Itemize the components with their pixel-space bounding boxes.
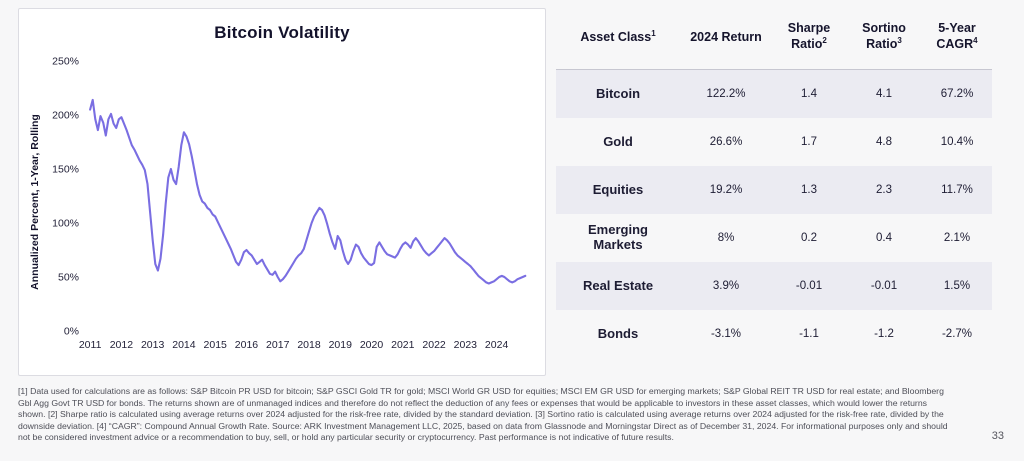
sharpe-value: 1.3 (801, 184, 817, 196)
column-header-label: 2024 Return (690, 29, 762, 44)
column-header-5-year-cagr: 5-Year CAGR4 (922, 21, 992, 53)
cagr-value: 67.2% (940, 88, 974, 100)
svg-text:0%: 0% (64, 326, 79, 338)
return-value: 8% (717, 232, 735, 244)
return-value: 19.2% (709, 184, 743, 196)
sharpe-value: 0.2 (801, 232, 817, 244)
footnote: [1] Data used for calculations are as fo… (18, 386, 948, 443)
svg-text:50%: 50% (58, 272, 79, 284)
sortino-value: 4.8 (876, 136, 892, 148)
footnote-ref: 3 (897, 36, 902, 46)
table-row-equities: Equities 19.2% 1.3 2.3 11.7% (556, 166, 992, 214)
svg-text:150%: 150% (52, 164, 79, 176)
y-axis-label-text: Annualized Percent, 1-Year, Rolling (29, 114, 41, 290)
table-row-gold: Gold 26.6% 1.7 4.8 10.4% (556, 118, 992, 166)
table-header-row: Asset Class1 2024 Return Sharpe Ratio2 S… (556, 14, 992, 70)
sortino-value: 0.4 (876, 232, 892, 244)
volatility-line-chart: 0% 50% 100% 150% 200% 250% 2011 2012 2013 2014 201… (52, 56, 527, 351)
sortino-value: 2.3 (876, 184, 892, 196)
sharpe-value: 1.4 (801, 88, 817, 100)
svg-text:2019: 2019 (329, 339, 353, 351)
table-row-bitcoin: Bitcoin 122.2% 1.4 4.1 67.2% (556, 70, 992, 118)
sharpe-value: 1.7 (801, 136, 817, 148)
return-value: 3.9% (712, 280, 740, 292)
asset-name: Equities (592, 181, 644, 197)
svg-text:200%: 200% (52, 110, 79, 122)
return-value: 26.6% (709, 136, 743, 148)
column-header-label: Sortino Ratio (862, 20, 906, 52)
asset-name: Bitcoin (595, 85, 641, 101)
table-row-emerging-markets: Emerging Markets 8% 0.2 0.4 2.1% (556, 214, 992, 262)
column-header-2024-return: 2024 Return (680, 29, 772, 46)
cagr-value: 1.5% (943, 280, 971, 292)
return-value: 122.2% (706, 88, 746, 100)
svg-text:2021: 2021 (391, 339, 415, 351)
sortino-value: 4.1 (876, 88, 892, 100)
svg-text:2022: 2022 (422, 339, 446, 351)
return-value: -3.1% (710, 328, 742, 340)
svg-text:2014: 2014 (172, 339, 196, 351)
asset-name: Gold (603, 133, 633, 149)
asset-name: Emerging Markets (588, 222, 648, 252)
column-header-asset-class: Asset Class1 (556, 29, 680, 46)
bitcoin-volatility-chart-card: Bitcoin Volatility Annualized Percent, 1… (18, 8, 546, 376)
svg-text:2024: 2024 (485, 339, 509, 351)
cagr-value: 10.4% (940, 136, 974, 148)
svg-text:2011: 2011 (79, 339, 102, 351)
svg-text:2016: 2016 (235, 339, 259, 351)
svg-text:2017: 2017 (266, 339, 290, 351)
svg-text:2013: 2013 (141, 339, 165, 351)
footnote-ref: 2 (822, 36, 827, 46)
sortino-value: -1.2 (874, 328, 894, 340)
svg-text:2018: 2018 (297, 339, 321, 351)
cagr-value: 11.7% (941, 184, 973, 196)
svg-text:250%: 250% (52, 56, 79, 68)
column-header-label: Sharpe Ratio (787, 20, 831, 52)
svg-text:100%: 100% (52, 218, 79, 230)
table-row-real-estate: Real Estate 3.9% -0.01 -0.01 1.5% (556, 262, 992, 310)
svg-text:2012: 2012 (110, 339, 134, 351)
sortino-value: -0.01 (870, 280, 898, 292)
sharpe-value: -1.1 (799, 328, 819, 340)
column-header-label: Asset Class (580, 29, 652, 44)
cagr-value: -2.7% (941, 328, 973, 340)
table-row-bonds: Bonds -3.1% -1.1 -1.2 -2.7% (556, 310, 992, 358)
column-header-sharpe-ratio: Sharpe Ratio2 (772, 21, 846, 53)
y-axis-label: Annualized Percent, 1-Year, Rolling (27, 49, 43, 355)
svg-text:2020: 2020 (360, 339, 384, 351)
asset-name: Real Estate (582, 277, 654, 293)
footnote-ref: 1 (651, 28, 656, 38)
svg-text:2015: 2015 (204, 339, 228, 351)
column-header-label: 5-Year CAGR (936, 20, 976, 52)
chart-title: Bitcoin Volatility (214, 23, 350, 42)
svg-text:2023: 2023 (454, 339, 478, 351)
column-header-sortino-ratio: Sortino Ratio3 (846, 21, 922, 53)
footnote-ref: 4 (973, 36, 978, 46)
cagr-value: 2.1% (943, 232, 971, 244)
asset-name: Bonds (597, 325, 639, 341)
asset-comparison-table: Asset Class1 2024 Return Sharpe Ratio2 S… (556, 14, 992, 358)
sharpe-value: -0.01 (795, 280, 823, 292)
page-number: 33 (991, 430, 1004, 442)
